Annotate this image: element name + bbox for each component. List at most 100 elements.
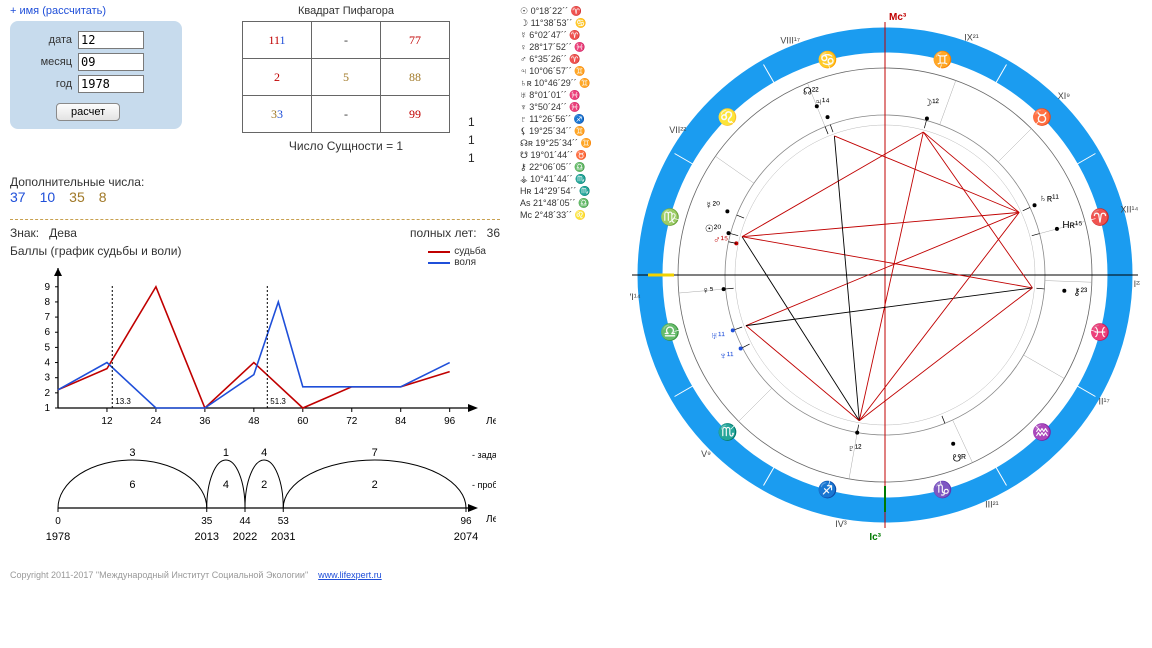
svg-text:- проблема: - проблема	[472, 480, 496, 490]
svg-text:9: 9	[44, 282, 50, 293]
svg-text:96: 96	[460, 516, 472, 527]
svg-text:♓: ♓	[1090, 323, 1110, 342]
svg-text:96: 96	[444, 416, 456, 426]
svg-text:13.3: 13.3	[115, 397, 131, 406]
svg-text:♋: ♋	[817, 50, 837, 69]
svg-text:IV³: IV³	[835, 519, 847, 529]
svg-text:♄ʀ¹¹: ♄ʀ¹¹	[1039, 194, 1059, 205]
svg-text:4: 4	[223, 479, 229, 491]
svg-text:12: 12	[101, 416, 113, 426]
svg-text:24: 24	[150, 416, 162, 426]
svg-text:2: 2	[372, 479, 378, 491]
svg-text:I²²: I²²	[1134, 279, 1140, 289]
svg-text:1: 1	[44, 403, 50, 414]
svg-text:84: 84	[395, 416, 407, 426]
life-cycles-chart: Лет0354453961978201320222031207436144272…	[10, 432, 496, 562]
svg-text:1: 1	[223, 447, 229, 459]
years-value: 36	[487, 226, 500, 240]
pyth-title: Квадрат Пифагора	[242, 5, 450, 17]
day-label: дата	[22, 34, 72, 46]
sign-label: Знак:	[10, 226, 39, 240]
svg-text:0: 0	[55, 516, 61, 527]
svg-text:Лет: Лет	[486, 514, 496, 525]
svg-text:6: 6	[129, 479, 135, 491]
month-input[interactable]	[78, 53, 144, 71]
dw-title: Баллы (график судьбы и воли)	[10, 244, 496, 258]
svg-text:72: 72	[346, 416, 358, 426]
svg-text:II¹⁷: II¹⁷	[1098, 397, 1109, 407]
svg-text:♀⁵: ♀⁵	[702, 286, 714, 297]
svg-text:♇¹²: ♇¹²	[847, 443, 862, 454]
svg-text:⚷²³: ⚷²³	[1073, 287, 1088, 298]
svg-text:♆¹¹: ♆¹¹	[719, 351, 734, 362]
svg-text:Mc³: Mc³	[889, 12, 907, 23]
divider	[10, 219, 500, 220]
svg-text:VIII¹⁷: VIII¹⁷	[780, 35, 800, 45]
svg-text:60: 60	[297, 416, 309, 426]
sign-value: Дева	[49, 226, 77, 240]
svg-text:♉: ♉	[1032, 108, 1052, 127]
svg-text:♅¹¹: ♅¹¹	[711, 331, 726, 342]
svg-text:48: 48	[248, 416, 260, 426]
svg-text:VI¹⁴: VI¹⁴	[630, 292, 641, 302]
svg-text:7: 7	[372, 447, 378, 459]
svg-text:4: 4	[44, 358, 50, 369]
svg-text:2013: 2013	[195, 531, 219, 543]
svg-text:♐: ♐	[817, 480, 837, 499]
svg-text:XI⁹: XI⁹	[1058, 91, 1071, 101]
svg-text:☿²⁰: ☿²⁰	[705, 200, 720, 211]
planet-positions: ☉ 0°18´22´´ ♈☽ 11°38´53´´ ♋☿ 6°02´47´´ ♈…	[520, 5, 625, 221]
svg-text:Лет: Лет	[486, 416, 496, 426]
calc-button[interactable]: расчет	[56, 103, 120, 121]
svg-text:♑: ♑	[933, 480, 953, 499]
natal-chart: ♈♉♊♋♌♍♎♏♐♑♒♓Mc³Ic³As²²Ds²²IX²¹VIII¹⁷VII²…	[630, 5, 1140, 545]
svg-text:XII¹⁴: XII¹⁴	[1120, 205, 1138, 215]
month-label: месяц	[22, 56, 72, 68]
extras-label: Дополнительные числа:	[10, 175, 500, 189]
svg-text:VII²²: VII²²	[669, 125, 686, 135]
svg-text:2031: 2031	[271, 531, 295, 543]
svg-text:♈: ♈	[1090, 207, 1110, 226]
svg-text:1978: 1978	[46, 531, 70, 543]
day-input[interactable]	[78, 31, 144, 49]
svg-text:☊²²: ☊²²	[803, 86, 819, 97]
svg-text:♎: ♎	[660, 323, 680, 342]
svg-text:2022: 2022	[233, 531, 257, 543]
svg-text:36: 36	[199, 416, 211, 426]
svg-text:5: 5	[44, 342, 50, 353]
year-label: год	[22, 78, 72, 90]
svg-text:44: 44	[239, 516, 251, 527]
pythagoras-square: Квадрат Пифагора 111-77258833-99 Число С…	[242, 5, 450, 153]
year-input[interactable]	[78, 75, 144, 93]
svg-text:3: 3	[44, 373, 50, 384]
svg-text:4: 4	[261, 447, 267, 459]
extras-nums: 3710358	[10, 189, 500, 205]
svg-text:2: 2	[44, 388, 50, 399]
svg-text:6: 6	[44, 327, 50, 338]
svg-text:☽¹²: ☽¹²	[923, 98, 939, 109]
svg-text:2074: 2074	[454, 531, 478, 543]
svg-text:IX²¹: IX²¹	[964, 32, 979, 42]
copyright: Copyright 2011-2017 "Международный Инсти…	[10, 570, 308, 580]
svg-text:☋ᴿ: ☋ᴿ	[952, 454, 966, 465]
svg-text:2: 2	[261, 479, 267, 491]
svg-text:Ic³: Ic³	[869, 532, 881, 543]
site-link[interactable]: www.lifexpert.ru	[318, 570, 382, 580]
essence-label: Число Сущности = 1	[242, 139, 450, 153]
svg-text:3: 3	[129, 447, 135, 459]
side-ones: 111	[468, 5, 475, 167]
dw-legend: судьба воля	[428, 246, 486, 268]
svg-text:☉²⁰: ☉²⁰	[705, 224, 721, 235]
years-label: полных лет:	[410, 226, 477, 240]
svg-text:53: 53	[278, 516, 290, 527]
svg-text:51.3: 51.3	[270, 397, 286, 406]
svg-text:8: 8	[44, 297, 50, 308]
svg-text:- задача: - задача	[472, 450, 496, 460]
destiny-will-chart: Баллы (график судьбы и воли) судьба воля…	[10, 244, 496, 428]
svg-text:35: 35	[201, 516, 213, 527]
svg-text:♂¹⁵: ♂¹⁵	[713, 235, 728, 246]
svg-text:Hʀ¹⁵: Hʀ¹⁵	[1062, 220, 1082, 231]
svg-text:♊: ♊	[933, 50, 953, 69]
svg-text:♌: ♌	[718, 108, 738, 127]
name-calc-link[interactable]: + имя (рассчитать)	[10, 5, 106, 17]
